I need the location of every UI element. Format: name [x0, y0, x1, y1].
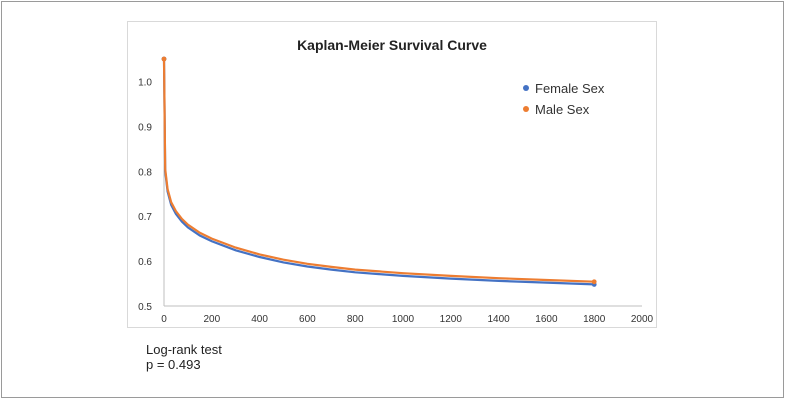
y-tick-label: 0.7 [138, 212, 152, 223]
x-tick-label: 2000 [631, 314, 654, 325]
p-value-label: p = 0.493 [146, 357, 201, 372]
x-tick-label: 1800 [583, 314, 606, 325]
series-line-0 [162, 58, 595, 286]
x-tick-label: 1400 [487, 314, 510, 325]
x-tick-label: 1600 [535, 314, 558, 325]
x-tick-label: 1200 [440, 314, 463, 325]
legend: Female Sex Male Sex [523, 81, 605, 117]
series-line-1 [162, 58, 595, 283]
series-lines [161, 56, 597, 287]
legend-label: Female Sex [535, 81, 605, 96]
logrank-label: Log-rank test [146, 342, 222, 357]
y-tick-label: 0.6 [138, 257, 152, 268]
x-tick-label: 1000 [392, 314, 415, 325]
x-tick-label: 200 [203, 314, 220, 325]
series-start-marker [161, 56, 167, 62]
y-tick-label: 1.0 [138, 77, 152, 88]
legend-marker [523, 85, 529, 91]
x-tick-label: 400 [251, 314, 268, 325]
chart-area [127, 21, 657, 328]
chart-title: Kaplan-Meier Survival Curve [297, 37, 487, 53]
y-tick-label: 0.9 [138, 122, 152, 133]
x-tick-label: 0 [161, 314, 167, 325]
y-tick-label: 0.8 [138, 167, 152, 178]
legend-label: Male Sex [535, 102, 590, 117]
x-tick-label: 600 [299, 314, 316, 325]
series-end-marker [591, 279, 597, 285]
y-tick-label: 0.5 [138, 302, 152, 313]
x-tick-label: 800 [347, 314, 364, 325]
legend-marker [523, 106, 529, 112]
tick-labels: 0 200 400 600 800 1000 1200 1400 1600 1800 2000 0.5… [138, 77, 653, 325]
